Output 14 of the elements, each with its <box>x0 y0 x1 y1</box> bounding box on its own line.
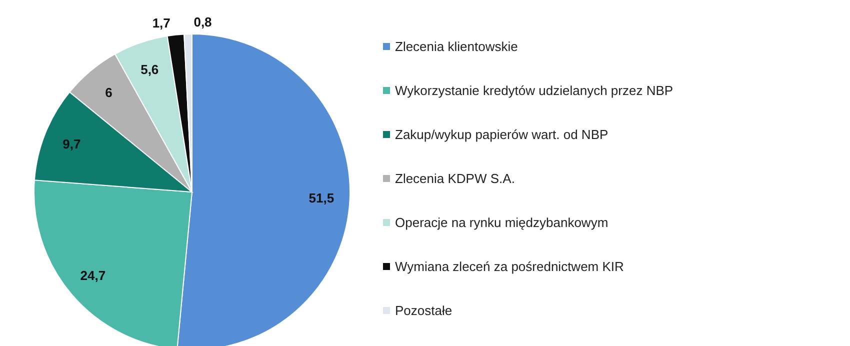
legend-label: Wymiana zleceń za pośrednictwem KIR <box>395 258 624 274</box>
data-label: 51,5 <box>308 190 334 206</box>
data-label: 0,8 <box>194 14 212 30</box>
legend-label: Zakup/wykup papierów wart. od NBP <box>395 126 608 142</box>
data-label: 9,7 <box>62 136 81 152</box>
legend-label: Wykorzystanie kredytów udzielanych przez NBP <box>395 82 674 98</box>
data-label: 6 <box>105 85 112 100</box>
data-label: 5,6 <box>140 62 159 78</box>
legend-label: Pozostałe <box>395 302 452 318</box>
legend-label: Zlecenia klientowskie <box>395 38 518 54</box>
data-label: 24,7 <box>80 268 106 284</box>
legend-label: Operacje na rynku międzybankowym <box>395 214 608 230</box>
data-label: 1,7 <box>152 15 170 30</box>
legend-label: Zlecenia KDPW S.A. <box>395 170 515 186</box>
